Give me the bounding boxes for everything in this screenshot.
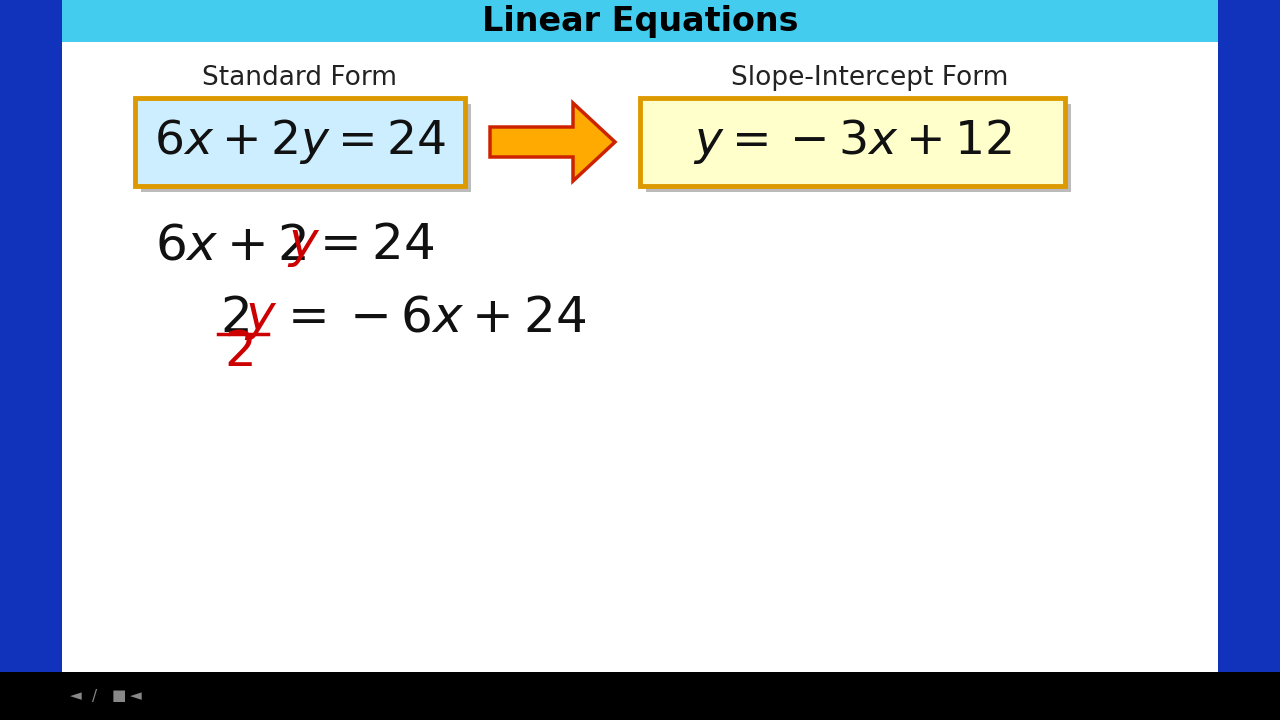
FancyBboxPatch shape bbox=[1219, 0, 1280, 720]
Text: Standard Form: Standard Form bbox=[202, 65, 398, 91]
Text: $6x + 2y = 24$: $6x + 2y = 24$ bbox=[154, 117, 445, 166]
FancyBboxPatch shape bbox=[61, 42, 1219, 672]
Text: $y = -3x + 12$: $y = -3x + 12$ bbox=[694, 117, 1011, 166]
Polygon shape bbox=[490, 103, 614, 181]
Text: $=-6x+24$: $=-6x+24$ bbox=[278, 294, 586, 342]
FancyBboxPatch shape bbox=[134, 98, 465, 186]
Text: ◄: ◄ bbox=[70, 688, 82, 703]
Text: $2$: $2$ bbox=[220, 294, 248, 342]
Text: /: / bbox=[92, 688, 97, 703]
FancyBboxPatch shape bbox=[61, 0, 1219, 42]
Text: $2$: $2$ bbox=[224, 328, 252, 376]
Text: ◄: ◄ bbox=[131, 688, 142, 703]
Text: $=24$: $=24$ bbox=[310, 221, 434, 269]
FancyBboxPatch shape bbox=[0, 672, 1280, 720]
Text: $y$: $y$ bbox=[287, 221, 320, 269]
Text: Linear Equations: Linear Equations bbox=[481, 4, 799, 37]
FancyBboxPatch shape bbox=[640, 98, 1065, 186]
FancyBboxPatch shape bbox=[0, 0, 61, 720]
Text: $6x+2$: $6x+2$ bbox=[155, 221, 306, 269]
Text: ■: ■ bbox=[113, 688, 127, 703]
FancyBboxPatch shape bbox=[141, 104, 471, 192]
FancyBboxPatch shape bbox=[646, 104, 1071, 192]
Text: Slope-Intercept Form: Slope-Intercept Form bbox=[731, 65, 1009, 91]
Text: $y$: $y$ bbox=[244, 294, 278, 342]
